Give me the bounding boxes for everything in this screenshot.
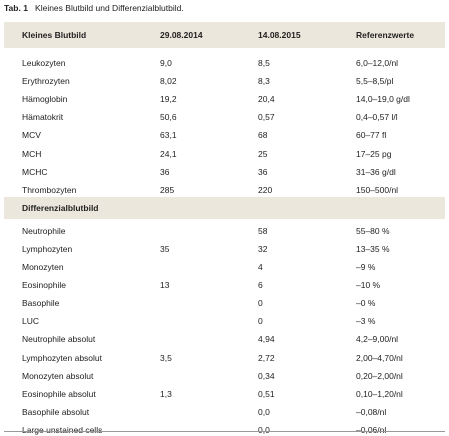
row-label: Lymphozyten absolut — [22, 352, 103, 363]
row-label: Monozyten absolut — [22, 370, 94, 381]
cell: 50,6 — [160, 112, 177, 123]
cell: 1,3 — [160, 388, 172, 399]
row-label: LUC — [22, 316, 40, 327]
caption: Tab. 1 Kleines Blutbild und Differenzial… — [4, 2, 184, 14]
cell: –0,06/nl — [356, 424, 387, 435]
cell: 36 — [258, 166, 268, 177]
row-label: Leukozyten — [22, 58, 66, 68]
cell: 4 — [258, 262, 263, 272]
cell: 285 — [160, 184, 175, 195]
row-label: MCV — [22, 130, 41, 141]
row-label: Basophile absolut — [22, 406, 90, 417]
section-title: Differenzialblutbild — [22, 202, 99, 213]
column-header: 14.08.2015 — [258, 30, 301, 40]
cell: –0 % — [356, 298, 376, 309]
row-label: Eosinophile — [22, 280, 66, 291]
row-label: Hämoglobin — [22, 94, 68, 105]
row-label: Large unstained cells — [22, 424, 103, 435]
cell: 8,5 — [258, 58, 270, 68]
cell: 5,5–8,5/pl — [356, 76, 394, 87]
column-header: Kleines Blutbild — [22, 30, 87, 40]
cell: –3 % — [356, 316, 376, 327]
cell: 0,57 — [258, 112, 275, 123]
cell: 0,4–0,57 l/l — [356, 112, 398, 123]
cell: –0,08/nl — [356, 406, 387, 417]
cell: 0 — [258, 316, 263, 327]
column-header: 29.08.2014 — [160, 30, 203, 40]
cell: 6 — [258, 280, 263, 291]
cell: 58 — [258, 225, 268, 236]
cell: 63,1 — [160, 130, 177, 141]
cell: 13–35 % — [356, 243, 390, 254]
bottom-rule — [4, 431, 445, 432]
cell: 0,0 — [258, 406, 270, 417]
cell: 150–500/nl — [356, 184, 399, 195]
cell: 13 — [160, 280, 170, 291]
cell: 60–77 fl — [356, 130, 387, 141]
cell: 68 — [258, 130, 268, 141]
cell: 0,0 — [258, 424, 270, 435]
cell: 14,0–19,0 g/dl — [356, 94, 410, 105]
cell: 0,10–1,20/nl — [356, 388, 403, 399]
cell: –10 % — [356, 280, 381, 291]
row-label: Hämatokrit — [22, 112, 64, 123]
cell: 4,94 — [258, 334, 275, 345]
row-label: Neutrophile absolut — [22, 334, 96, 345]
cell: 55–80 % — [356, 225, 390, 236]
cell: 220 — [258, 184, 273, 195]
column-header: Referenzwerte — [356, 30, 415, 40]
section-background — [4, 196, 445, 219]
cell: 17–25 pg — [356, 148, 392, 159]
header-background — [4, 22, 445, 48]
cell: 36 — [160, 166, 170, 177]
cell: 0,51 — [258, 388, 275, 399]
row-label: MCHC — [22, 166, 48, 177]
cell: 8,02 — [160, 76, 177, 87]
row-label: Eosinophile absolut — [22, 388, 96, 399]
row-label: MCH — [22, 148, 42, 159]
cell: 0 — [258, 298, 263, 309]
cell: 2,00–4,70/nl — [356, 352, 403, 363]
row-label: Lymphozyten — [22, 243, 73, 254]
cell: 6,0–12,0/nl — [356, 58, 399, 68]
row-label: Monozyten — [22, 262, 64, 272]
caption-text: Kleines Blutbild und Differenzialblutbil… — [35, 3, 184, 13]
cell: 3,5 — [160, 352, 172, 363]
row-label: Erythrozyten — [22, 76, 70, 87]
cell: 24,1 — [160, 148, 177, 159]
cell: 31–36 g/dl — [356, 166, 396, 177]
cell: 19,2 — [160, 94, 177, 105]
cell: 8,3 — [258, 76, 270, 87]
cell: 0,34 — [258, 370, 275, 381]
cell: 0,20–2,00/nl — [356, 370, 403, 381]
row-label: Basophile — [22, 298, 60, 309]
cell: 32 — [258, 243, 268, 254]
cell: 9,0 — [160, 58, 172, 68]
cell: 4,2–9,00/nl — [356, 334, 399, 345]
cell: 25 — [258, 148, 268, 159]
row-label: Thrombozyten — [22, 184, 77, 195]
cell: –9 % — [356, 262, 376, 272]
row-label: Neutrophile — [22, 225, 66, 236]
cell: 2,72 — [258, 352, 275, 363]
caption-label: Tab. 1 — [4, 3, 28, 13]
cell: 35 — [160, 243, 170, 254]
cell: 20,4 — [258, 94, 275, 105]
